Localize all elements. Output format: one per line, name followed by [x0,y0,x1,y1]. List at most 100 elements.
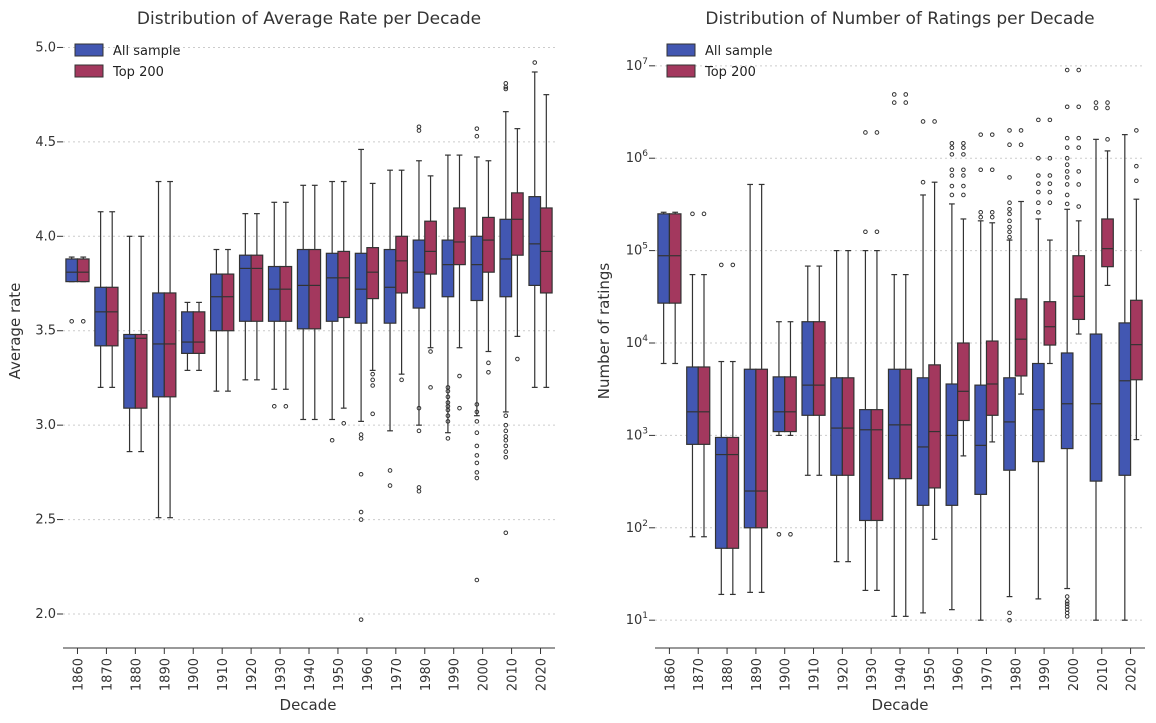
outlier-point [358,617,364,622]
box-all-sample [859,130,872,592]
outlier-point [1134,178,1139,184]
box-iqr [812,321,826,416]
box-iqr [974,384,988,495]
box-iqr [210,273,223,332]
y-tick-label: 2.5 [35,513,56,528]
box-top-200 [957,140,970,457]
outlier-point [1064,135,1070,141]
box-iqr [1014,298,1028,377]
x-tick-label: 1970 [980,658,995,691]
box-all-sample [354,148,368,622]
outlier-point [1007,142,1012,148]
outlier-point [474,126,480,131]
outlier-point [428,385,433,390]
box-top-200 [134,235,148,453]
box-top-200 [812,265,826,476]
legend-swatch [74,64,104,78]
box-iqr [1003,377,1016,471]
box-iqr [1043,301,1057,346]
box-iqr [134,333,148,409]
x-tick-label: 1900 [187,658,202,691]
box-iqr [841,377,855,476]
outlier-point [949,173,955,178]
outlier-point [1134,163,1139,169]
chart-title: Distribution of Average Rate per Decade [137,9,481,29]
outlier-point [370,377,375,383]
box-iqr [470,235,484,302]
box-iqr [412,239,426,309]
box-iqr [784,376,797,433]
outlier-point [69,318,74,324]
outlier-point [1007,211,1012,217]
box-top-200 [1129,128,1143,441]
legend-swatch [666,43,696,57]
box-iqr [899,368,913,480]
x-tick-label: 2010 [1096,658,1111,691]
outlier-point [474,460,480,466]
box-all-sample [238,213,252,381]
outlier-point [1076,169,1082,174]
outlier-point [1047,181,1053,186]
box-iqr [499,218,513,298]
box-all-sample [743,183,757,593]
box-iqr [726,436,740,549]
box-iqr [755,368,769,529]
outlier-point [920,179,926,185]
legend-label: All sample [705,44,773,59]
outlier-point [271,403,277,409]
x-tick-label: 1960 [952,658,967,691]
x-tick-label: 1940 [303,658,318,691]
chart-title: Distribution of Number of Ratings per De… [705,9,1094,29]
box-top-200 [105,211,119,388]
box-top-200 [395,169,408,383]
outlier-point [690,211,695,217]
box-iqr [395,235,408,294]
x-tick-label: 1920 [245,658,260,691]
y-tick-label: 105 [626,242,648,259]
box-all-sample [801,265,815,476]
outlier-point [474,443,480,449]
outlier-point [503,84,509,90]
box-all-sample [1031,117,1045,600]
box-top-200 [1043,117,1057,365]
outlier-point [978,132,984,137]
outlier-point [1064,601,1070,607]
box-iqr [1089,333,1103,482]
box-iqr [510,192,524,256]
box-iqr [383,248,397,324]
box-iqr [887,368,901,480]
outlier-point [428,349,433,354]
box-all-sample [123,235,136,453]
box-iqr [279,265,293,322]
outlier-point [1076,204,1082,209]
outlier-point [503,81,509,86]
box-iqr [945,383,959,506]
outlier-point [416,124,422,130]
box-all-sample [945,140,959,611]
outlier-point [474,470,480,475]
outlier-point [1064,182,1070,187]
box-top-200 [899,92,913,617]
outlier-point [1007,610,1012,616]
x-axis-label: Decade [872,696,929,714]
outlier-point [863,229,868,235]
outlier-point [961,145,966,150]
box-iqr [337,250,351,319]
outlier-point [949,167,955,173]
legend: All sample Top 200 [74,43,181,80]
outlier-point [1007,206,1012,212]
outlier-point [1134,128,1139,133]
box-iqr [870,409,884,522]
outlier-point [1036,117,1041,123]
legend: All sample Top 200 [666,43,773,80]
x-tick-label: 1920 [836,658,851,691]
outlier-point [358,432,364,437]
outlier-point [283,403,289,409]
outlier-point [370,371,375,377]
outlier-point [474,402,480,407]
box-iqr [985,340,999,416]
box-all-sample [210,248,223,392]
outlier-point [1093,100,1099,105]
outlier-point [903,100,909,105]
outlier-point [1036,173,1041,178]
